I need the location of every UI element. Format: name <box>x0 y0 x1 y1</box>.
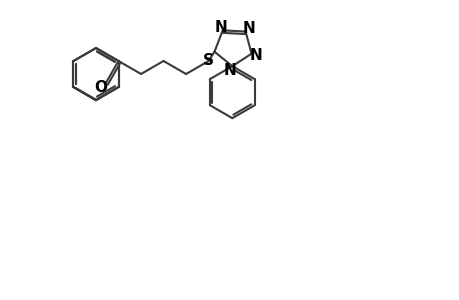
Text: N: N <box>249 48 261 63</box>
Text: N: N <box>224 63 236 78</box>
Text: O: O <box>94 80 107 95</box>
Text: N: N <box>242 21 254 36</box>
Text: S: S <box>202 52 213 68</box>
Text: N: N <box>214 20 227 35</box>
